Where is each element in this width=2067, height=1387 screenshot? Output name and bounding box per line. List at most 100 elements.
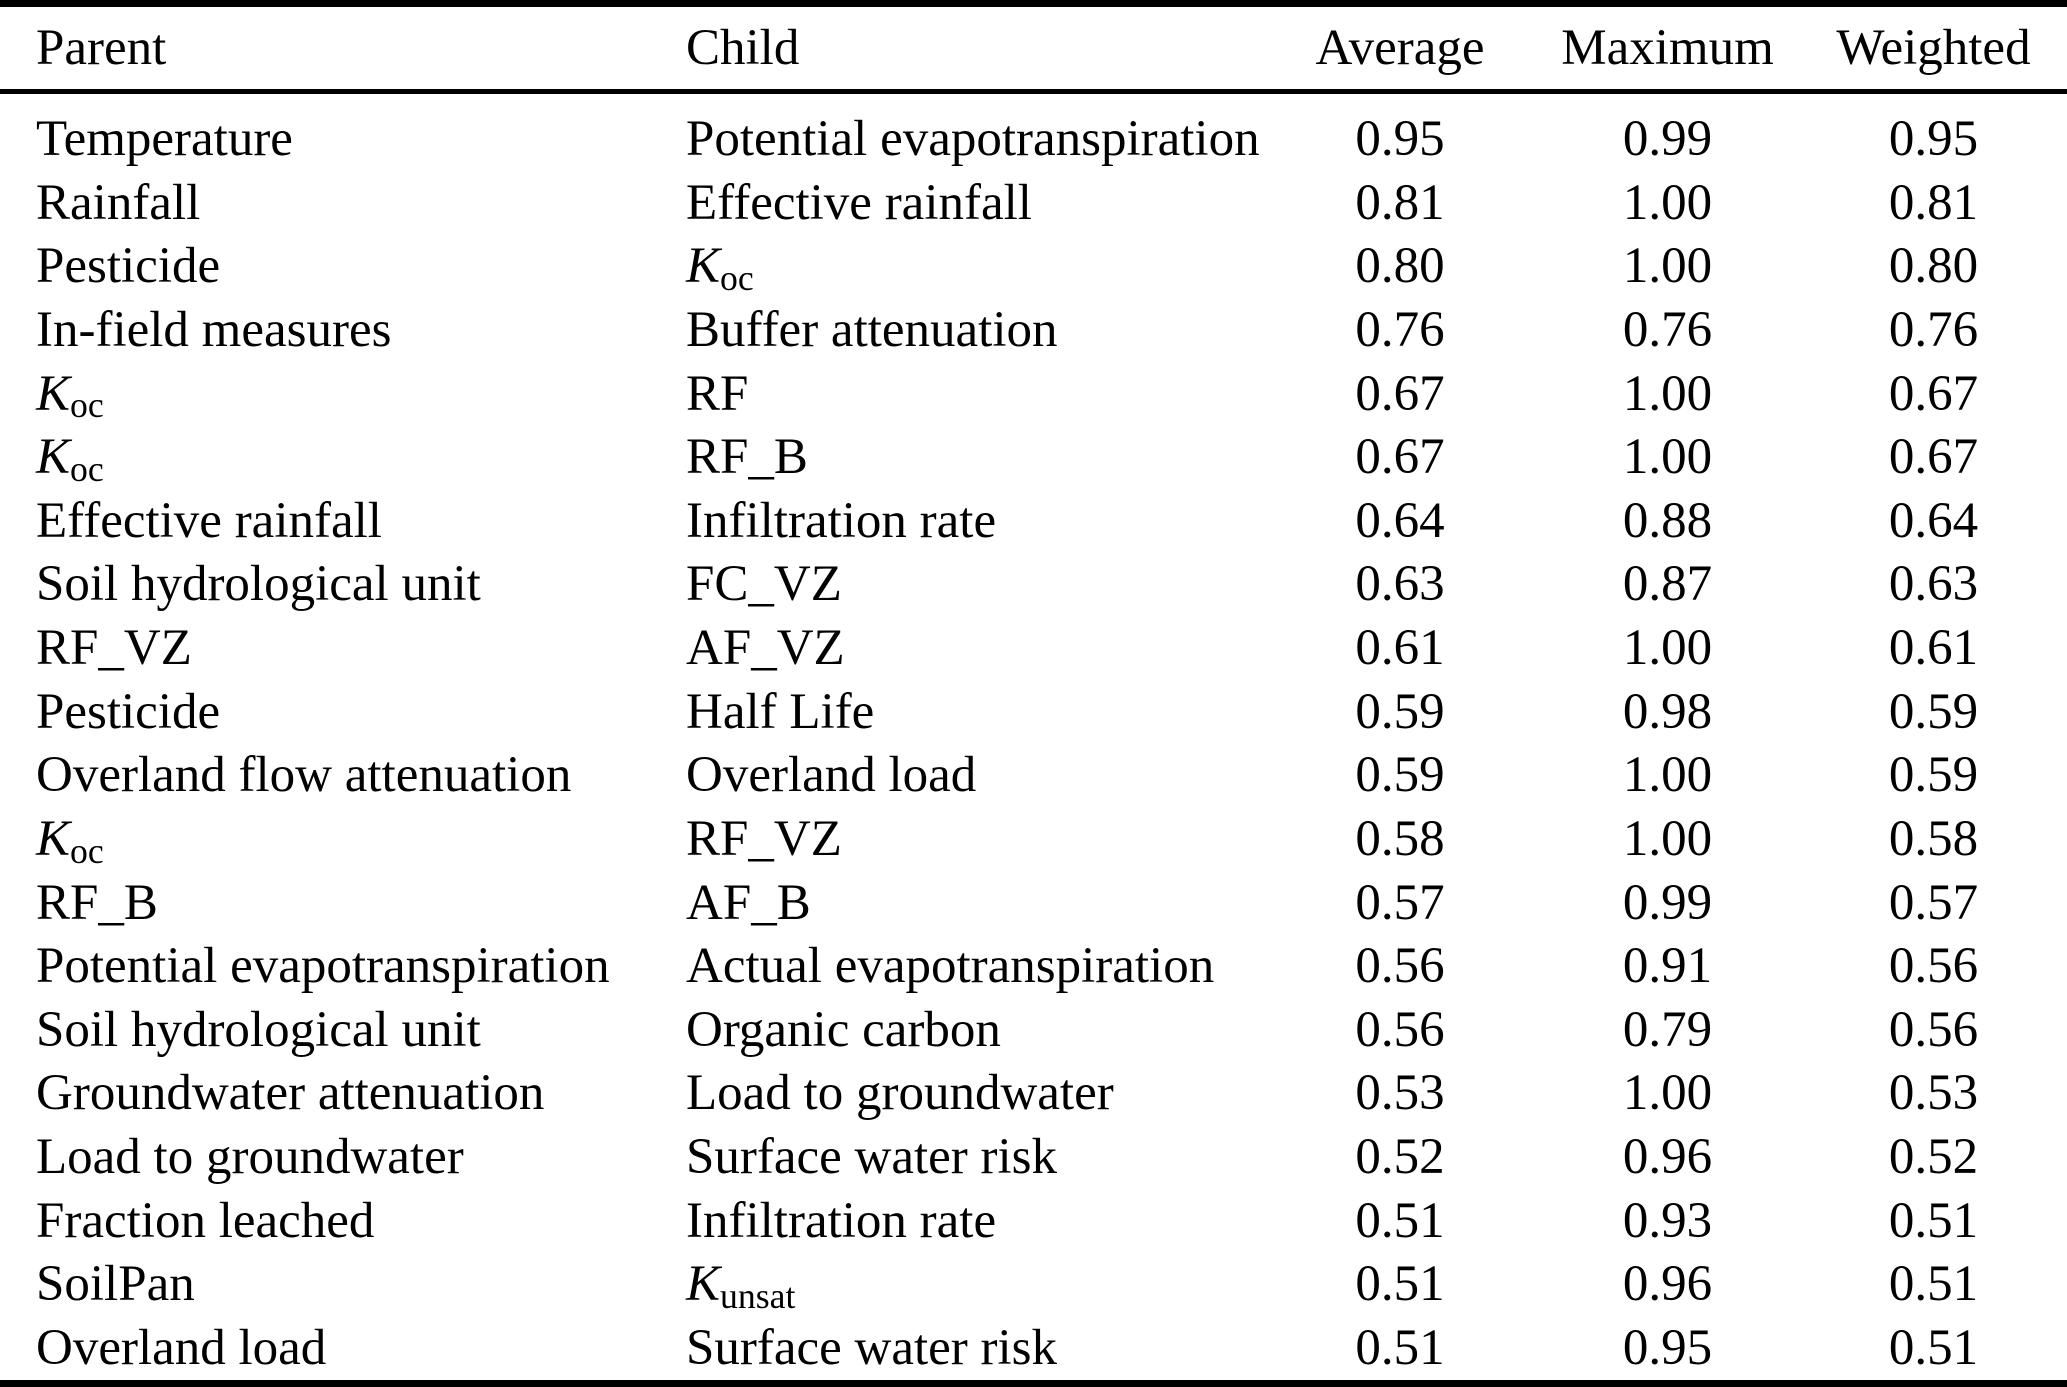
- cell-average: 0.63: [1355, 556, 1445, 613]
- cell-child: Infiltration rate: [686, 1192, 997, 1249]
- cell-parent: Potential evapotranspiration: [36, 938, 610, 995]
- cell-maximum: 1.00: [1622, 620, 1713, 677]
- cell-weighted: 0.51: [1888, 1192, 1979, 1249]
- cell-maximum: 0.79: [1622, 1001, 1713, 1058]
- cell-child: RF: [686, 365, 749, 422]
- cell-weighted: 0.76: [1888, 302, 1979, 359]
- cell-maximum: 0.98: [1622, 683, 1713, 740]
- table-row: SoilPan Kunsat 0.51 0.96 0.51: [0, 1252, 2067, 1316]
- column-header-maximum: Maximum: [1535, 3, 1800, 94]
- cell-child: Infiltration rate: [686, 492, 997, 549]
- cell-maximum: 1.00: [1622, 1065, 1713, 1122]
- cell-weighted: 0.56: [1888, 1001, 1979, 1058]
- table-row: Overland flow attenuation Overland load 0.…: [0, 744, 2067, 808]
- cell-weighted: 0.95: [1888, 110, 1979, 167]
- cell-parent: RF_B: [36, 874, 158, 931]
- cell-parent: Pesticide: [36, 683, 221, 740]
- cell-child: AF_VZ: [686, 620, 845, 677]
- cell-parent: Koc: [0, 425, 650, 489]
- cell-parent: Rainfall: [36, 174, 201, 231]
- column-header-average: Average: [1265, 3, 1535, 94]
- cell-maximum: 1.00: [1622, 810, 1713, 867]
- cell-maximum: 1.00: [1622, 747, 1713, 804]
- cell-maximum: 0.95: [1622, 1319, 1713, 1376]
- table-row: Temperature Potential evapotranspiration 0…: [0, 92, 2067, 172]
- cell-maximum: 1.00: [1622, 429, 1713, 486]
- table-row: RF_B AF_B 0.57 0.99 0.57: [0, 871, 2067, 935]
- cell-average: 0.95: [1355, 110, 1445, 167]
- cell-maximum: 1.00: [1622, 174, 1713, 231]
- cell-average: 0.52: [1355, 1128, 1445, 1185]
- cell-weighted: 0.61: [1888, 620, 1979, 677]
- cell-average: 0.59: [1355, 747, 1445, 804]
- cell-average: 0.51: [1355, 1256, 1445, 1313]
- cell-weighted: 0.59: [1888, 683, 1979, 740]
- table-row: Effective rainfall Infiltration rate 0.64 0…: [0, 489, 2067, 553]
- cell-maximum: 0.99: [1622, 874, 1713, 931]
- variable-subscript: oc: [70, 449, 104, 490]
- cell-parent: Koc: [0, 362, 650, 426]
- cell-parent: Overland load: [36, 1319, 327, 1376]
- cell-child: Kunsat: [650, 1252, 1265, 1316]
- variable-subscript: oc: [70, 385, 104, 426]
- cell-average: 0.56: [1355, 938, 1445, 995]
- table-row: Potential evapotranspiration Actual evapo…: [0, 934, 2067, 998]
- cell-parent: Soil hydrological unit: [36, 1001, 481, 1058]
- cell-parent: Pesticide: [36, 238, 221, 295]
- cell-child: Koc: [650, 235, 1265, 299]
- cell-average: 0.56: [1355, 1001, 1445, 1058]
- cell-average: 0.67: [1355, 365, 1445, 422]
- cell-maximum: 0.99: [1622, 110, 1713, 167]
- cell-weighted: 0.51: [1888, 1256, 1979, 1313]
- cell-average: 0.64: [1355, 492, 1445, 549]
- table-header: Parent Child Average Maximum Weighted: [0, 3, 2067, 94]
- cell-child: Potential evapotranspiration: [686, 110, 1260, 167]
- table-body: Temperature Potential evapotranspiration 0…: [0, 92, 2067, 1384]
- variable-symbol: K: [686, 238, 721, 295]
- cell-maximum: 1.00: [1622, 238, 1713, 295]
- cell-average: 0.51: [1355, 1192, 1445, 1249]
- cell-child: Half Life: [686, 683, 875, 740]
- cell-maximum: 0.87: [1622, 556, 1713, 613]
- cell-parent: RF_VZ: [36, 620, 192, 677]
- table-row: Soil hydrological unit FC_VZ 0.63 0.87 0.63: [0, 553, 2067, 617]
- table-row: Groundwater attenuation Load to groundwat…: [0, 1062, 2067, 1126]
- variable-symbol: K: [36, 810, 71, 867]
- cell-average: 0.57: [1355, 874, 1445, 931]
- column-header-child: Child: [650, 3, 1265, 94]
- cell-child: FC_VZ: [686, 556, 842, 613]
- cell-weighted: 0.80: [1888, 238, 1979, 295]
- cell-child: Surface water risk: [686, 1319, 1057, 1376]
- cell-child: RF_VZ: [686, 810, 842, 867]
- variable-subscript: unsat: [720, 1276, 796, 1317]
- table-row: Pesticide Half Life 0.59 0.98 0.59: [0, 680, 2067, 744]
- table-row: Pesticide Koc 0.80 1.00 0.80: [0, 235, 2067, 299]
- cell-average: 0.81: [1355, 174, 1445, 231]
- cell-average: 0.61: [1355, 620, 1445, 677]
- table-row: Rainfall Effective rainfall 0.81 1.00 0.81: [0, 171, 2067, 235]
- variable-subscript: oc: [720, 258, 754, 299]
- cell-child: Overland load: [686, 747, 977, 804]
- table-row: Fraction leached Infiltration rate 0.51 0.9…: [0, 1189, 2067, 1253]
- cell-average: 0.53: [1355, 1065, 1445, 1122]
- table-row: RF_VZ AF_VZ 0.61 1.00 0.61: [0, 616, 2067, 680]
- cell-parent: SoilPan: [36, 1256, 195, 1313]
- cell-child: Buffer attenuation: [686, 302, 1058, 359]
- cell-weighted: 0.67: [1888, 429, 1979, 486]
- variable-symbol: K: [686, 1256, 721, 1313]
- cell-parent: Soil hydrological unit: [36, 556, 481, 613]
- cell-weighted: 0.64: [1888, 492, 1979, 549]
- cell-weighted: 0.51: [1888, 1319, 1979, 1376]
- cell-average: 0.58: [1355, 810, 1445, 867]
- cell-child: Effective rainfall: [686, 174, 1032, 231]
- cell-weighted: 0.63: [1888, 556, 1979, 613]
- table-row: Load to groundwater Surface water risk 0.5…: [0, 1125, 2067, 1189]
- column-header-parent: Parent: [0, 3, 650, 94]
- header-row: Parent Child Average Maximum Weighted: [0, 3, 2067, 94]
- table-row: Koc RF_B 0.67 1.00 0.67: [0, 425, 2067, 489]
- cell-maximum: 0.91: [1622, 938, 1713, 995]
- table-row: Koc RF_VZ 0.58 1.00 0.58: [0, 807, 2067, 871]
- cell-parent: Temperature: [36, 110, 293, 167]
